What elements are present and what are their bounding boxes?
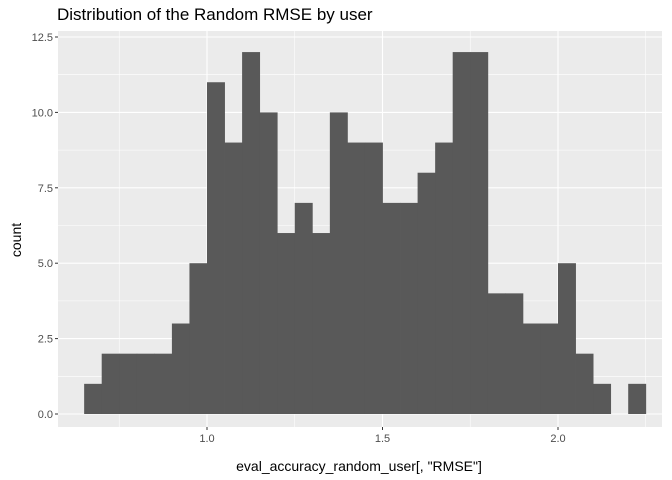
histogram-bars [84, 52, 647, 415]
histogram-bar [294, 202, 313, 414]
histogram-bar [259, 112, 278, 415]
histogram-bar [224, 142, 243, 414]
histogram-bar [364, 142, 383, 414]
histogram-bar [522, 323, 541, 414]
histogram-bar [382, 202, 401, 414]
y-tick-label: 5.0 [38, 258, 53, 270]
histogram-bar [628, 383, 647, 414]
histogram-bar [312, 233, 331, 414]
x-tick-label: 2.0 [550, 433, 565, 445]
histogram-bar [207, 82, 225, 415]
histogram-bar [452, 52, 471, 415]
histogram-bar [277, 233, 296, 414]
chart-title: Distribution of the Random RMSE by user [57, 5, 373, 24]
histogram-bar [171, 323, 190, 414]
x-axis-label: eval_accuracy_random_user[, "RMSE"] [236, 458, 482, 474]
y-tick-label: 7.5 [38, 183, 53, 195]
histogram-bar [84, 383, 103, 414]
x-tick-label: 1.5 [375, 433, 390, 445]
histogram-bar [101, 353, 120, 414]
x-tick-label: 1.0 [199, 433, 214, 445]
histogram-bar [593, 383, 612, 414]
histogram-bar [154, 353, 173, 414]
axes: 0.0 2.5 5.0 7.5 10.0 12.5 1.0 1.5 2.0 [32, 32, 566, 445]
histogram-bar [329, 112, 348, 415]
histogram-bar [136, 353, 155, 414]
histogram-bar [575, 353, 594, 414]
histogram-bar [417, 172, 436, 414]
histogram-bar [435, 142, 454, 414]
histogram-bar [470, 52, 489, 415]
y-tick-label: 2.5 [38, 334, 53, 346]
histogram-bar [487, 293, 506, 414]
histogram-bar [347, 142, 366, 414]
y-axis-label: count [8, 222, 24, 258]
histogram-bar [189, 263, 208, 414]
histogram-bar [242, 52, 261, 415]
y-tick-label: 12.5 [32, 32, 53, 44]
histogram-bar [558, 263, 576, 414]
histogram-bar [505, 293, 524, 414]
y-tick-label: 10.0 [32, 107, 53, 119]
y-tick-label: 0.0 [38, 409, 53, 421]
histogram-bar [119, 353, 138, 414]
histogram-bar [540, 323, 559, 414]
histogram-bar [400, 202, 418, 414]
